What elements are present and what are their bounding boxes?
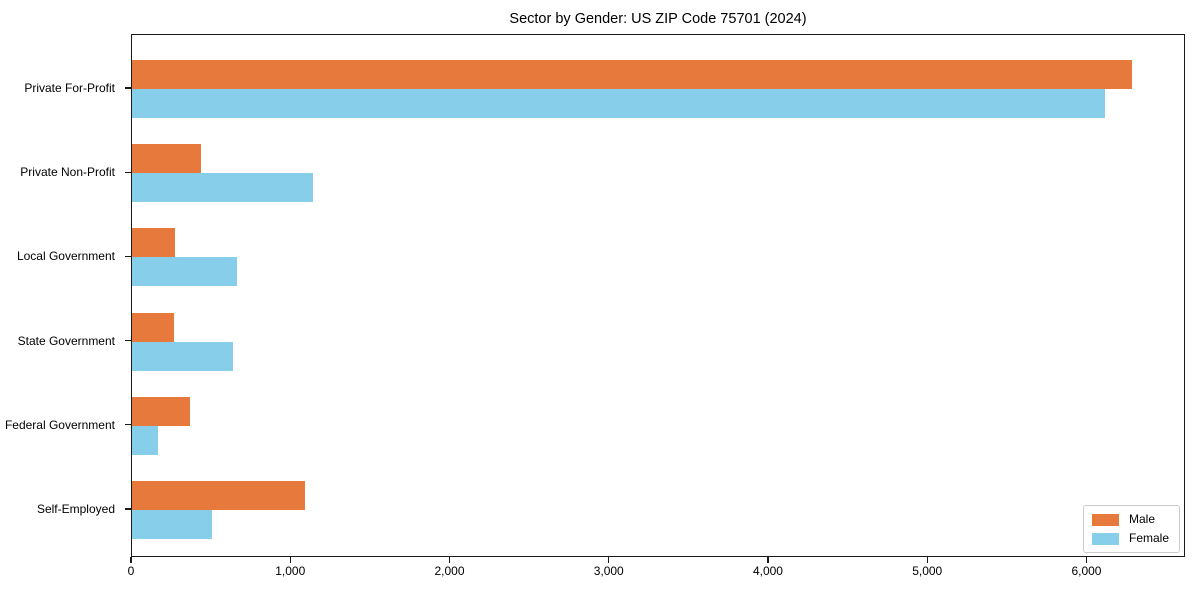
y-tick-label: Federal Government: [4, 417, 115, 432]
x-tick-label: 3,000: [593, 564, 624, 578]
plot-area: Male Female: [131, 34, 1185, 557]
bar-female: [132, 89, 1105, 118]
legend-item-male: Male: [1091, 512, 1169, 526]
x-tick-mark: [608, 557, 610, 563]
bar-male: [132, 481, 305, 510]
legend: Male Female: [1082, 505, 1180, 553]
bar-female: [132, 510, 213, 539]
x-tick-label: 0: [127, 564, 135, 578]
x-tick-mark: [448, 557, 451, 563]
bar-female: [132, 257, 238, 287]
x-tick-mark: [130, 557, 132, 563]
bar-male: [132, 60, 1133, 89]
bars-layer: [132, 35, 1184, 556]
y-tick-mark: [125, 255, 131, 258]
y-tick-label: Self-Employed: [36, 502, 115, 516]
bar-female: [132, 341, 234, 371]
bar-female: [132, 173, 313, 203]
y-tick-label: Local Government: [16, 249, 115, 264]
legend-label-female: Female: [1128, 531, 1169, 545]
y-tick-label: State Government: [17, 333, 115, 348]
x-tick-label: 5,000: [912, 564, 943, 578]
y-tick-mark: [125, 171, 131, 173]
y-tick-mark: [125, 87, 131, 89]
y-tick-mark: [125, 508, 131, 510]
x-tick-label: 2,000: [434, 564, 465, 578]
y-axis-labels: Private For-Profit Private Non-Profit Loca…: [0, 34, 123, 557]
x-tick-label: 4,000: [752, 564, 783, 578]
x-tick-mark: [1085, 557, 1088, 563]
female-swatch: [1091, 532, 1119, 545]
chart-title: Sector by Gender: US ZIP Code 75701 (202…: [509, 11, 807, 27]
male-swatch: [1091, 513, 1119, 526]
legend-label-male: Male: [1128, 512, 1155, 526]
y-tick-label: Private Non-Profit: [20, 165, 115, 180]
x-tick-label: 1,000: [275, 564, 306, 578]
legend-item-female: Female: [1091, 531, 1169, 545]
x-axis-labels: 0 1,000 2,000 3,000 4,000 5,000 6,000: [128, 557, 1185, 587]
y-tick-label: Private For-Profit: [24, 81, 115, 95]
x-tick-label: 6,000: [1071, 564, 1102, 578]
bar-male: [132, 312, 175, 342]
bar-female: [132, 425, 159, 455]
x-tick-mark: [767, 557, 769, 563]
x-tick-mark: [926, 557, 928, 563]
bar-male: [132, 144, 202, 174]
bar-male: [132, 396, 191, 426]
y-tick-mark: [125, 424, 131, 426]
bar-male: [132, 228, 175, 258]
x-tick-mark: [289, 557, 291, 563]
y-tick-mark: [125, 340, 131, 342]
